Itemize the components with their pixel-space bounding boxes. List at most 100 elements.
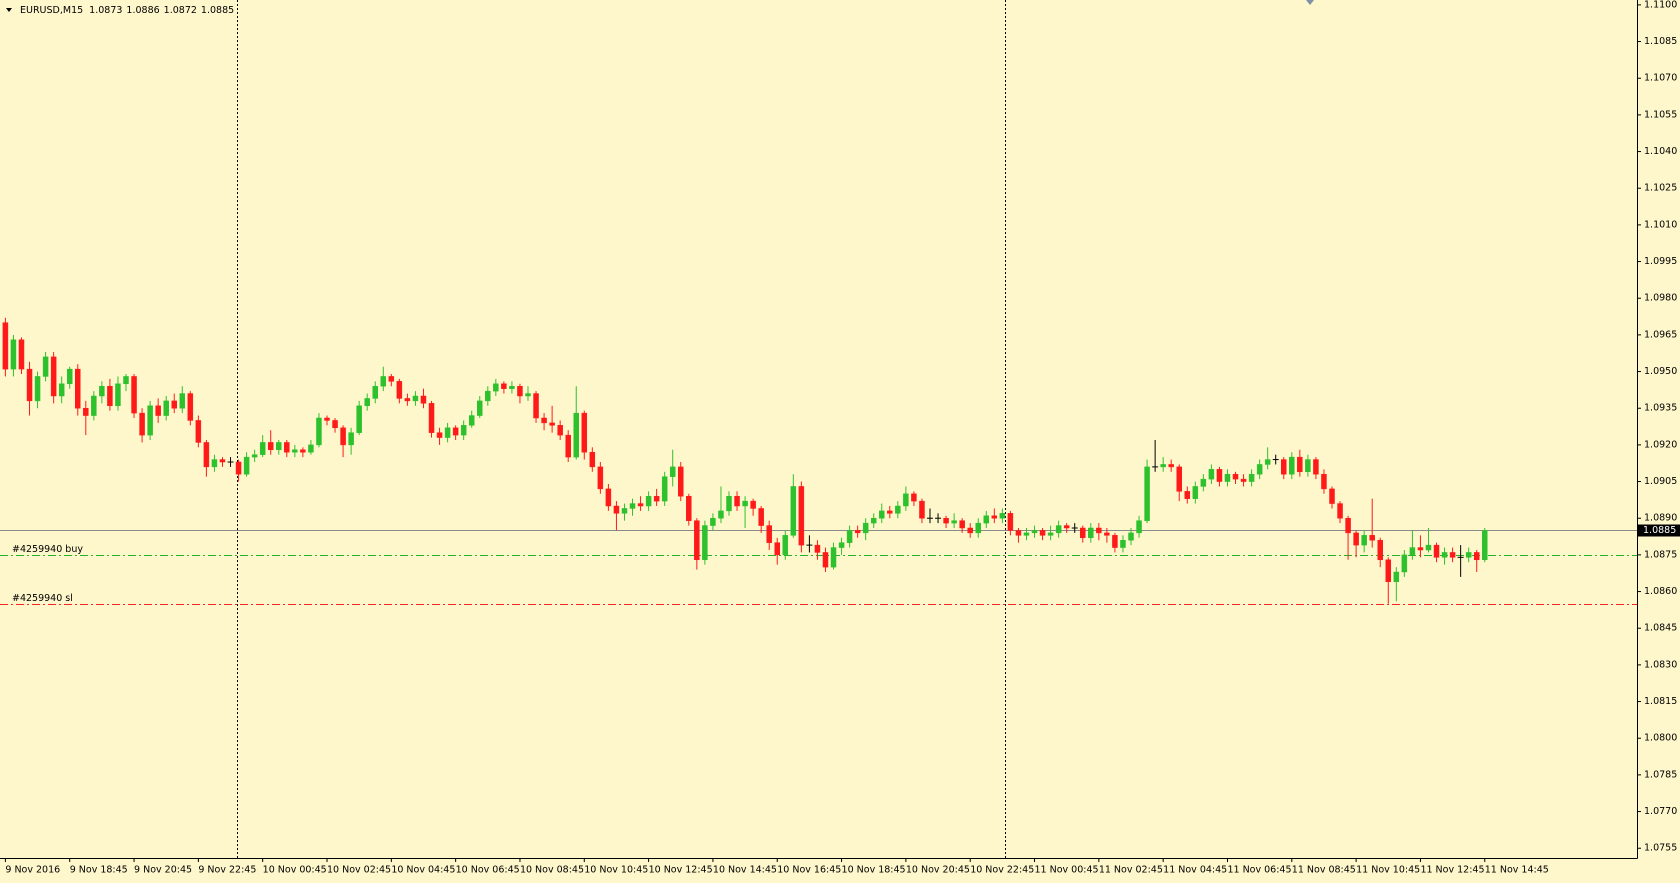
candle-body: [533, 393, 539, 419]
candle-body: [107, 385, 113, 407]
candle-body: [83, 407, 89, 416]
y-tick-label: 1.0755: [1644, 843, 1677, 854]
candle-body: [1441, 552, 1448, 558]
candle-body: [1208, 469, 1215, 480]
candle-body: [1465, 552, 1472, 558]
candle-body: [75, 368, 81, 409]
x-tick-label: 10 Nov 20:45: [906, 865, 970, 876]
candle-body: [1184, 491, 1191, 499]
candle-body: [1136, 520, 1142, 534]
y-tick-label: 1.0785: [1644, 769, 1677, 780]
candle-body: [1088, 527, 1094, 539]
candle-body: [1409, 547, 1416, 556]
candle-body: [340, 427, 346, 446]
candle-body: [1417, 547, 1424, 551]
candle-body: [782, 535, 789, 556]
candle-body: [870, 517, 877, 524]
candle-body: [26, 368, 33, 402]
chart-title: EURUSD,M15: [20, 5, 83, 16]
candle-body: [163, 400, 169, 416]
candle-body: [396, 381, 403, 399]
candle-body: [1337, 503, 1343, 519]
candle-body: [517, 385, 523, 397]
candle-body: [324, 417, 330, 421]
candle-body: [1329, 488, 1335, 504]
candle-body: [830, 547, 837, 568]
candle-body: [854, 530, 861, 534]
candle-body: [364, 398, 370, 407]
candle-body: [2, 322, 9, 370]
y-tick-label: 1.0830: [1644, 659, 1677, 670]
candle-body: [452, 427, 459, 436]
candle-body: [428, 403, 435, 433]
candle-body: [243, 456, 250, 475]
candle-body: [605, 488, 612, 507]
x-tick-label: 9 Nov 20:45: [134, 865, 192, 876]
candle-body: [919, 500, 925, 519]
candle-body: [525, 393, 531, 397]
candle-body: [645, 495, 652, 507]
x-tick-label: 11 Nov 02:45: [1099, 865, 1163, 876]
x-tick-label: 10 Nov 00:45: [263, 865, 327, 876]
candle-body: [975, 522, 981, 534]
candle-body: [348, 432, 354, 446]
x-tick-label: 11 Nov 00:45: [1035, 865, 1099, 876]
x-tick-label: 10 Nov 02:45: [327, 865, 391, 876]
candle-body: [621, 508, 628, 514]
candle-body: [404, 398, 411, 402]
candle-body: [332, 420, 338, 429]
x-tick-label: 10 Nov 04:45: [391, 865, 455, 876]
candle-body: [139, 412, 145, 436]
candle-body: [259, 442, 266, 455]
candle-body: [147, 405, 153, 436]
candle-body: [983, 515, 990, 524]
candle-body: [195, 420, 202, 443]
candle-body: [653, 495, 660, 502]
candle-body: [1425, 544, 1432, 551]
candle-body: [903, 493, 909, 507]
candle-body: [774, 542, 780, 556]
candle-body: [316, 417, 322, 446]
candle-body: [967, 527, 973, 534]
bid-label-box: [1638, 524, 1680, 537]
y-tick-label: 1.1085: [1644, 36, 1677, 47]
candle-body: [766, 525, 772, 543]
candle-body: [1096, 527, 1102, 534]
order-line-label: #4259940 buy: [12, 544, 83, 555]
candle-body: [171, 400, 177, 409]
x-tick-label: 11 Nov 10:45: [1356, 865, 1420, 876]
x-tick-label: 9 Nov 22:45: [198, 865, 256, 876]
candle-body: [1216, 469, 1223, 482]
candle-body: [1393, 571, 1400, 583]
candle-body: [1176, 466, 1182, 492]
candle-body: [798, 486, 805, 546]
candle-body: [895, 505, 901, 514]
candle-body: [1007, 513, 1014, 531]
candle-body: [211, 459, 218, 468]
candle-body: [1248, 473, 1255, 482]
candle-body: [380, 376, 387, 387]
candle-body: [115, 383, 121, 407]
candle-body: [1482, 530, 1488, 561]
candle-body: [91, 395, 97, 416]
candle-body: [1224, 473, 1231, 482]
candle-body: [251, 454, 258, 458]
y-tick-label: 1.0980: [1644, 293, 1677, 304]
candle-body: [1232, 473, 1239, 480]
candle-body: [99, 385, 105, 397]
candle-body: [187, 393, 194, 421]
candle-body: [1031, 530, 1038, 534]
candle-body: [1313, 459, 1319, 475]
candle-body: [862, 522, 869, 534]
candle-body: [1023, 532, 1030, 536]
candle-body: [1168, 464, 1174, 468]
candle-body: [477, 400, 483, 416]
candle-body: [669, 466, 676, 477]
candle-body: [557, 425, 563, 436]
candle-body: [501, 383, 507, 389]
header-high: 1.0886: [126, 5, 159, 16]
candle-body: [1240, 478, 1247, 482]
